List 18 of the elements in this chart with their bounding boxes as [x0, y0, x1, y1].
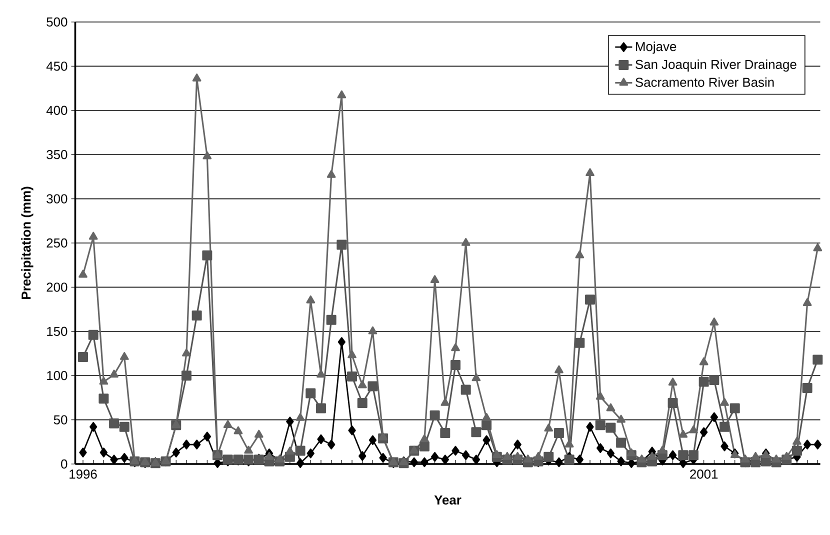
y-tick-label: 50: [54, 415, 68, 424]
x-tick-label: 2001: [690, 470, 718, 479]
y-tick-label: 0: [61, 459, 68, 469]
y-tick-label: 500: [46, 17, 68, 27]
y-tick-label: 100: [47, 371, 68, 380]
legend-label: San Joaquin River Drainage: [636, 60, 796, 72]
y-tick-label: 450: [46, 62, 68, 71]
x-tick-label: 1996: [70, 470, 97, 479]
legend-label: Mojave: [636, 42, 676, 54]
y-tick-label: 150: [47, 326, 68, 336]
y-tick-label: 350: [46, 150, 68, 160]
legend-label: Sacramento River Basin: [636, 77, 774, 87]
y-tick-label: 200: [46, 282, 68, 292]
x-axis-title: Year: [434, 496, 462, 505]
y-axis-title: Precipitation (mm): [21, 186, 34, 299]
y-tick-label: 300: [46, 194, 68, 204]
y-tick-label: 250: [46, 238, 68, 248]
y-tick-label: 400: [46, 106, 68, 115]
